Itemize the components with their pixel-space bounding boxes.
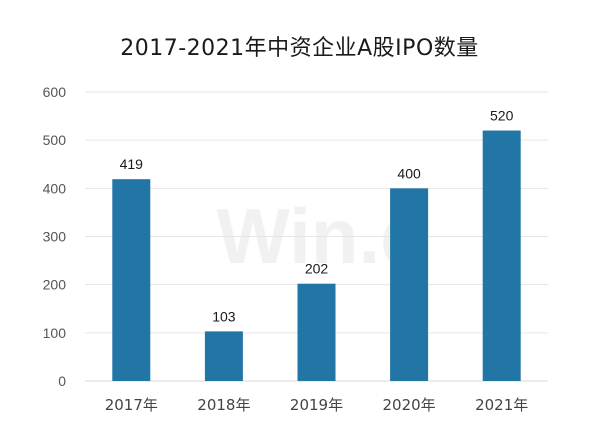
y-tick-label: 500 <box>43 132 67 148</box>
x-tick-label: 2019年 <box>290 396 343 414</box>
x-tick-label: 2017年 <box>105 396 158 414</box>
bar-2021年 <box>482 130 521 381</box>
y-tick-label: 0 <box>58 373 66 389</box>
bar-2019年 <box>297 283 336 381</box>
data-label: 103 <box>212 308 236 324</box>
data-label: 520 <box>490 108 514 124</box>
x-tick-label: 2018年 <box>197 396 250 414</box>
x-tick-label: 2021年 <box>475 396 528 414</box>
chart-title: 2017-2021年中资企业A股IPO数量 <box>120 36 479 61</box>
y-tick-label: 300 <box>43 229 67 245</box>
bar-2020年 <box>390 188 429 381</box>
data-label: 400 <box>397 165 421 181</box>
bar-2017年 <box>112 179 151 381</box>
x-tick-label: 2020年 <box>383 396 436 414</box>
bar-2018年 <box>204 331 243 381</box>
y-tick-label: 600 <box>43 84 67 100</box>
data-label: 202 <box>305 261 329 277</box>
y-tick-label: 200 <box>43 277 67 293</box>
y-tick-label: 400 <box>43 180 67 196</box>
data-label: 419 <box>120 156 144 172</box>
y-tick-label: 100 <box>43 325 67 341</box>
